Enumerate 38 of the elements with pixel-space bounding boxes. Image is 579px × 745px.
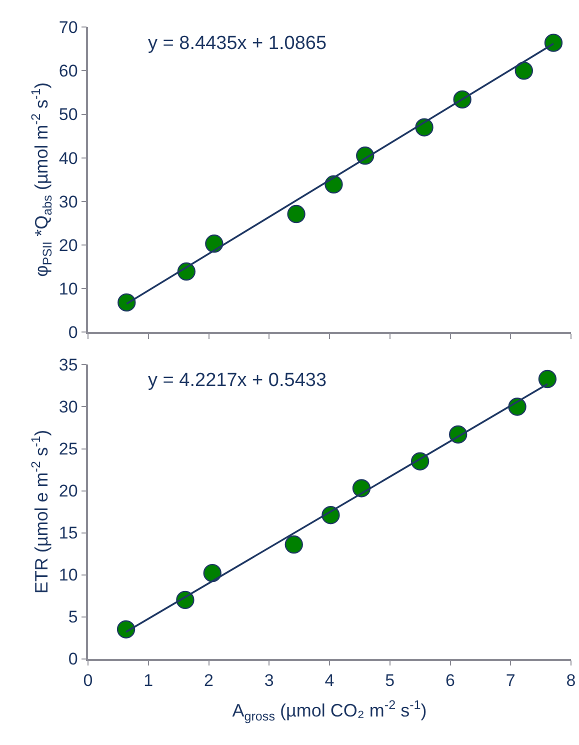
y-tick-label: 15: [58, 524, 78, 543]
y-tick-label: 0: [68, 650, 78, 669]
x-tick-label: 5: [385, 670, 395, 690]
y-tick-label: 0: [68, 323, 78, 342]
y-tick-label: 70: [58, 18, 78, 38]
y-tick-label: 30: [58, 192, 78, 212]
y-tick-label: 10: [58, 566, 78, 585]
point: [544, 34, 563, 52]
y-tick-label: 50: [58, 105, 78, 124]
y-tick-label: 20: [58, 482, 78, 501]
x-tick-label: 6: [446, 670, 455, 690]
point: [205, 234, 224, 253]
x-tick-label: 7: [506, 670, 516, 690]
y-tick-label: 30: [58, 398, 78, 417]
point: [324, 175, 343, 194]
x-tick-label: 3: [264, 670, 274, 690]
point: [284, 535, 303, 554]
point: [514, 62, 534, 80]
y-tick-label: 5: [68, 608, 78, 627]
y-tick-label: 35: [58, 356, 78, 375]
x-tick-label: 1: [144, 670, 154, 690]
y-tick-label: 40: [58, 148, 78, 168]
point: [118, 293, 136, 312]
x-tick-label: 4: [324, 670, 334, 690]
y-tick-label: 25: [58, 440, 78, 459]
x-tick-label: 8: [566, 670, 576, 690]
y-tick-label: 20: [58, 236, 78, 255]
point: [116, 620, 136, 638]
annotation: y = 4.2217x + 0.5433: [148, 370, 327, 391]
x-tick-label: 0: [83, 670, 93, 690]
y-tick-label: 60: [58, 62, 78, 81]
y-tick-label: 10: [58, 279, 78, 298]
point: [538, 370, 557, 388]
point: [203, 564, 222, 582]
annotation: y = 8.4435x + 1.0865: [148, 33, 327, 54]
x-tick-label: 2: [204, 670, 214, 690]
x-axis-title: A$_{gross}$ (µmol CO₂ m$^{-2}$ s$^{-1}$): [232, 698, 427, 724]
point: [287, 204, 306, 224]
